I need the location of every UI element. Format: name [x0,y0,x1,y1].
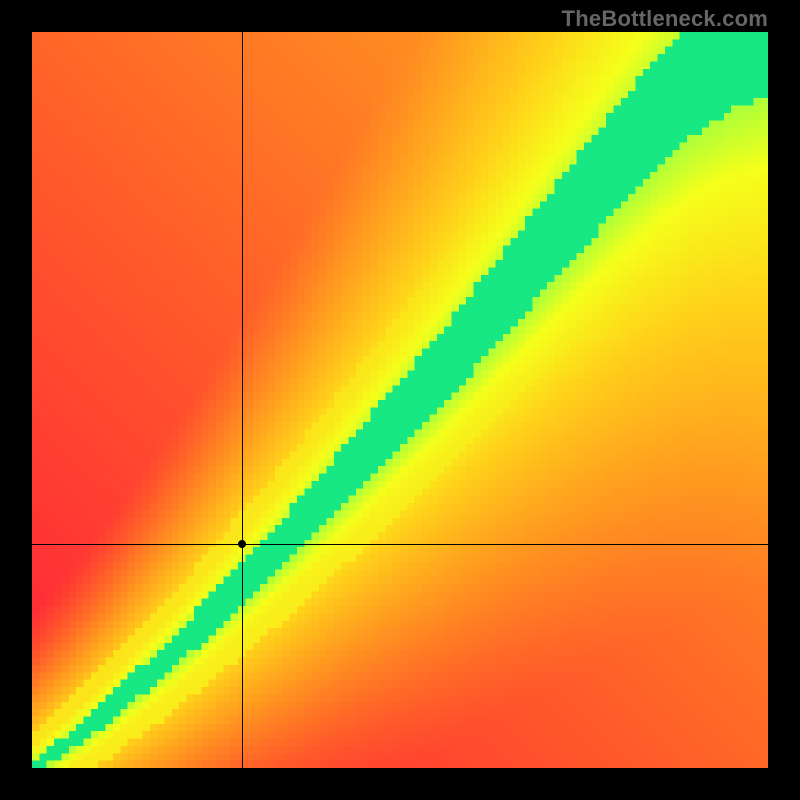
chart-container: TheBottleneck.com [0,0,800,800]
heatmap-canvas [32,32,768,768]
plot-area [32,32,768,768]
watermark-text: TheBottleneck.com [562,6,768,32]
